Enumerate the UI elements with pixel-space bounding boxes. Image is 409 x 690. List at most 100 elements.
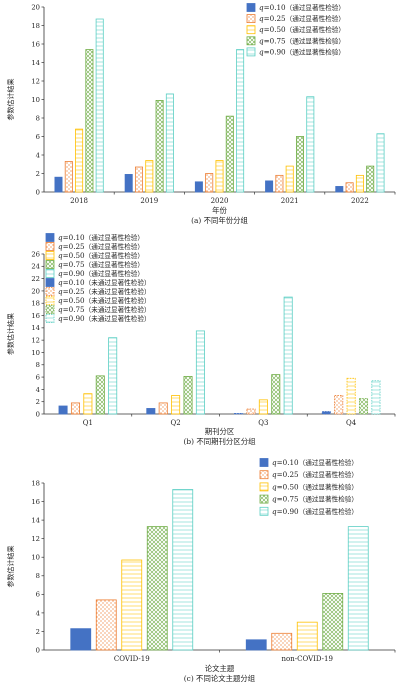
x-tick-label: 2019 [140,197,158,205]
legend-swatch [246,14,256,24]
panel-a: 0 2 4 6 8 10 12 14 16 18 20 参数估计结果 2018 2019 2020 2021 2… [6,3,396,225]
y-tick-label: 16 [31,312,40,320]
panel-caption: (a) 不同年份分组 [191,216,248,225]
bar-q025-non-covid-19 [271,632,293,651]
legend-swatch [246,25,256,35]
legend-label: q=0.10（未通过显著性检验） [58,278,151,287]
bar-q075-q4 [359,398,369,415]
legend-label: q=0.90（通过显著性检验） [272,507,358,516]
bar-q025-q2 [158,402,168,415]
legend-swatch [259,506,269,516]
legend-label: q=0.50（未通过显著性检验） [58,296,151,305]
bar-q025-2020 [205,173,214,193]
y-tick-label: 20 [31,3,40,11]
bar-q050-2022 [355,174,364,193]
bar-q010-2022 [335,186,344,193]
bar-q050-q3 [258,399,268,415]
y-tick-label: 22 [31,275,40,283]
bar-q010-q1 [58,405,68,415]
y-tick-label: 16 [31,498,40,506]
x-tick-label: 2020 [211,197,229,205]
legend-label: q=0.10（通过显著性检验） [259,3,345,12]
legend-label: q=0.75（通过显著性检验） [259,36,345,45]
bar-q075-2020 [225,115,234,193]
legend-swatch [246,3,256,12]
y-tick-label: 0 [36,646,40,654]
y-tick-label: 4 [36,609,40,617]
y-tick-label: 0 [36,410,40,418]
bar-q010-non-covid-19 [245,639,267,651]
x-tick-label: Q1 [83,419,93,427]
bar-q090-2020 [236,49,245,193]
bar-q075-2018 [85,49,94,193]
y-tick-label: 16 [31,40,40,48]
legend-label: q=0.25（通过显著性检验） [272,470,358,479]
legend-swatch [45,233,55,242]
legend-swatch [246,47,256,57]
bar-q075-2022 [366,165,375,193]
y-tick-label: 10 [31,554,40,562]
y-axis-label: 参数估计结果 [6,546,15,588]
legend-label: q=0.25（通过显著性检验） [58,242,144,251]
bar-q075-covid-19 [146,526,168,651]
legend-label: q=0.75（通过显著性检验） [58,260,144,269]
y-tick-label: 4 [36,386,40,394]
y-tick-label: 6 [36,373,40,381]
bar-q090-q1 [108,337,118,415]
y-tick-label: 14 [31,59,40,67]
bar-q090-q4 [371,380,381,415]
x-tick-label: Q3 [258,419,268,427]
y-tick-label: 18 [31,22,40,30]
panel-c: 0 2 4 6 8 10 12 14 16 18 参数估计结果 COVID-19 non-COVID-1… [6,458,396,683]
legend-swatch [259,458,269,467]
x-tick-label: non-COVID-19 [282,655,333,663]
bar-q025-q4 [334,395,344,415]
bar-q010-2018 [54,176,63,193]
bar-q025-q3 [246,408,256,415]
bar-q075-2019 [155,100,164,193]
bar-q050-2019 [145,160,154,193]
bar-q010-q3 [234,412,244,415]
legend-label: q=0.10（通过显著性检验） [58,233,144,242]
legend-label: q=0.90（通过显著性检验） [259,47,345,56]
legend: q=0.10（通过显著性检验） q=0.25（通过显著性检验） q=0.50（通过显… [259,458,358,516]
bar-q050-2021 [285,165,294,193]
bar-q025-q1 [70,402,80,415]
bar-q050-covid-19 [121,559,143,651]
legend-swatch [259,470,269,480]
y-tick-label: 18 [31,479,40,487]
legend-label: q=0.90（未通过显著性检验） [58,314,151,323]
bar-q090-2018 [95,18,104,193]
legend-label: q=0.25（通过显著性检验） [259,14,345,23]
legend-swatch [259,494,269,504]
y-tick-label: 0 [36,188,40,196]
legend-label: q=0.50（通过显著性检验） [259,25,345,34]
bar-q025-2018 [64,161,73,193]
legend-swatch [45,242,55,251]
y-tick-label: 8 [36,114,40,122]
legend-swatch [45,314,55,323]
y-tick-label: 12 [31,337,40,345]
bar-q010-2020 [194,181,203,193]
bar-q090-2019 [165,93,174,193]
legend-swatch [45,251,55,260]
x-tick-label: COVID-19 [114,655,150,663]
legend-swatch [45,296,55,305]
y-tick-label: 14 [31,517,40,525]
y-tick-label: 10 [31,96,40,104]
legend-label: q=0.50（通过显著性检验） [272,482,358,491]
legend-swatch [246,36,256,46]
bar-q010-covid-19 [70,628,92,651]
bar-q075-q1 [95,375,105,415]
y-tick-label: 6 [36,591,40,599]
bar-q090-covid-19 [172,489,194,651]
y-tick-label: 6 [36,133,40,141]
bar-q010-2021 [265,180,274,193]
y-tick-label: 14 [31,324,40,332]
bar-q025-2022 [345,182,354,193]
legend-swatch [45,260,55,269]
x-tick-label: 2022 [351,197,369,205]
bar-q075-q2 [183,376,193,415]
legend-swatch [45,269,55,278]
